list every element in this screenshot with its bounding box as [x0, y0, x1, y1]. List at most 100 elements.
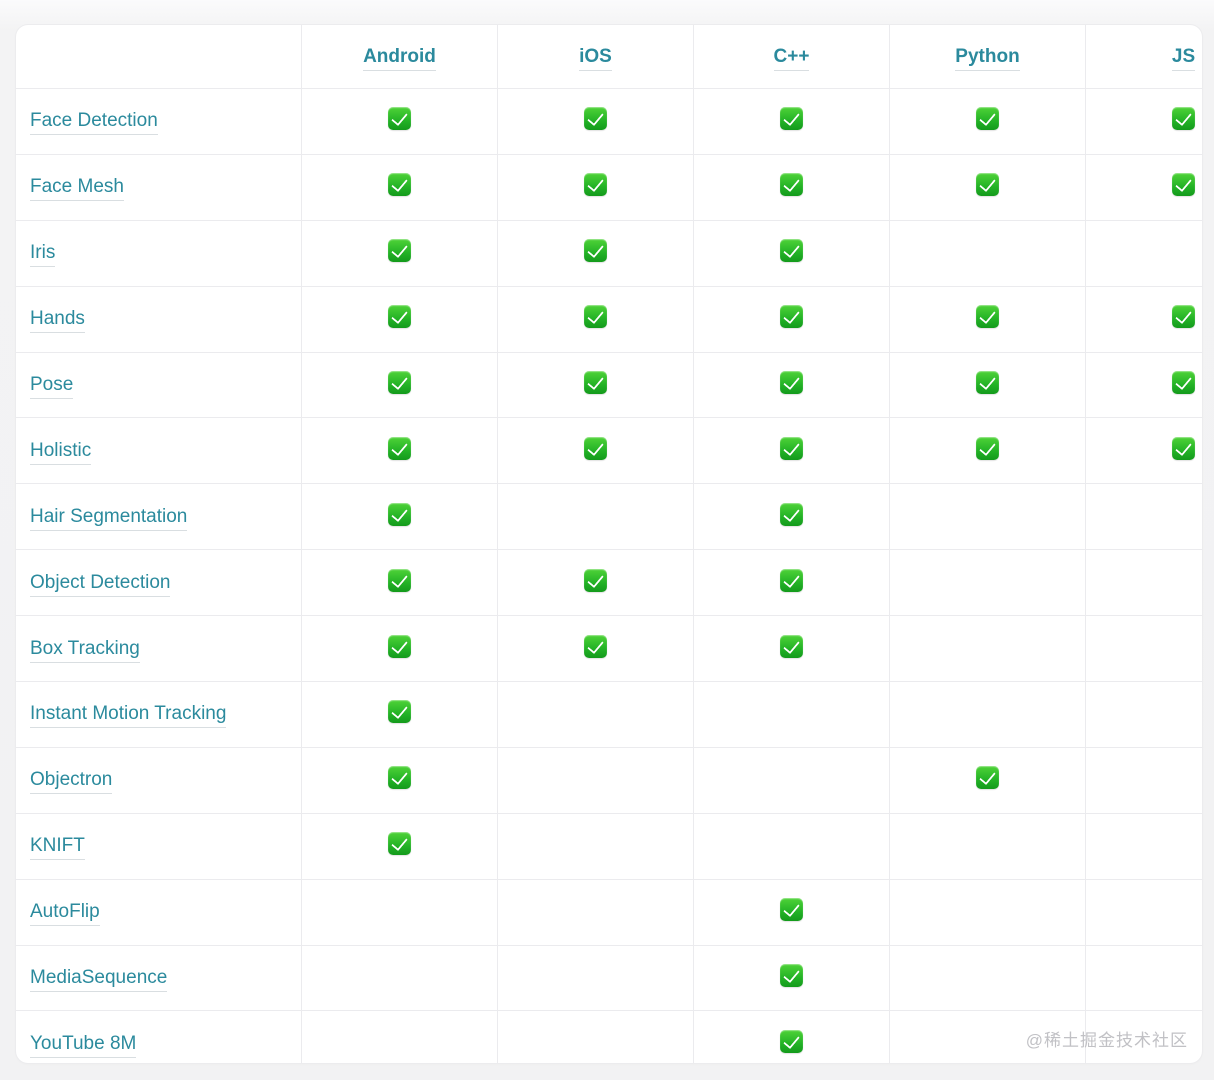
supported-cell — [889, 351, 1086, 419]
solution-cell: Object Detection — [16, 549, 302, 617]
supported-cell — [693, 615, 890, 683]
check-icon — [388, 634, 411, 658]
supported-cell — [889, 153, 1086, 221]
check-icon — [584, 634, 607, 658]
solution-link-pose[interactable]: Pose — [30, 374, 74, 399]
solution-cell: Pose — [16, 351, 302, 419]
check-icon — [388, 568, 411, 592]
empty-cell — [497, 746, 694, 814]
check-icon — [976, 766, 999, 790]
empty-cell — [1085, 681, 1202, 748]
check-icon — [1172, 173, 1195, 197]
check-icon — [780, 436, 803, 460]
column-header-link-python[interactable]: Python — [955, 45, 1020, 71]
table-row: Pose — [16, 351, 1202, 419]
supported-cell — [497, 549, 694, 617]
empty-cell — [1085, 483, 1202, 551]
empty-cell — [693, 681, 890, 748]
supported-cell — [497, 417, 694, 485]
solution-link-instant-motion-tracking[interactable]: Instant Motion Tracking — [30, 703, 227, 729]
empty-cell — [1085, 746, 1202, 814]
solutions-support-table: Android iOS C++ Python JS Face Detection Face… — [16, 25, 1202, 1063]
check-icon — [780, 898, 803, 922]
solution-cell: YouTube 8M — [16, 1010, 302, 1063]
column-header-link-android[interactable]: Android — [363, 45, 436, 71]
empty-cell — [497, 1010, 694, 1063]
check-icon — [1172, 436, 1195, 460]
check-icon — [388, 832, 411, 856]
solution-cell: Box Tracking — [16, 615, 302, 683]
solution-cell: AutoFlip — [16, 878, 302, 946]
column-header-link-cpp[interactable]: C++ — [773, 45, 810, 71]
check-icon — [780, 371, 803, 394]
check-icon — [780, 634, 803, 658]
check-icon — [1172, 371, 1195, 394]
empty-cell — [1085, 219, 1202, 287]
supported-cell — [301, 681, 498, 748]
supported-cell — [1085, 285, 1202, 353]
check-icon — [388, 700, 411, 724]
solution-link-knift[interactable]: KNIFT — [30, 835, 85, 861]
solution-link-hair-segmentation[interactable]: Hair Segmentation — [30, 505, 188, 531]
check-icon — [780, 239, 803, 263]
solution-link-box-tracking[interactable]: Box Tracking — [30, 637, 140, 663]
supported-cell — [693, 153, 890, 221]
solution-link-hands[interactable]: Hands — [30, 308, 85, 334]
solution-link-objectron[interactable]: Objectron — [30, 769, 113, 795]
column-header-link-js[interactable]: JS — [1171, 45, 1196, 71]
supported-cell — [693, 88, 890, 155]
supported-cell — [301, 483, 498, 551]
solution-link-youtube-8m[interactable]: YouTube 8M — [30, 1032, 137, 1058]
check-icon — [388, 305, 411, 329]
supported-cell — [497, 219, 694, 287]
solution-link-face-mesh[interactable]: Face Mesh — [30, 176, 124, 202]
table-row: Holistic — [16, 417, 1202, 485]
supported-cell — [693, 285, 890, 353]
supported-cell — [1085, 88, 1202, 155]
check-icon — [780, 1029, 803, 1053]
check-icon — [976, 371, 999, 394]
table-row: MediaSequence — [16, 944, 1202, 1012]
solutions-matrix-card: Android iOS C++ Python JS Face Detection Face… — [16, 25, 1202, 1063]
check-icon — [388, 436, 411, 460]
check-icon — [780, 964, 803, 988]
empty-cell — [693, 812, 890, 880]
column-header-cell: Android — [301, 25, 498, 89]
supported-cell — [1085, 417, 1202, 485]
solution-link-holistic[interactable]: Holistic — [30, 439, 92, 465]
check-icon — [584, 305, 607, 329]
supported-cell — [301, 351, 498, 419]
watermark: @稀土掘金技术社区 — [1025, 1031, 1188, 1050]
solution-link-iris[interactable]: Iris — [30, 242, 56, 268]
column-header-cell: JS — [1085, 25, 1202, 89]
check-icon — [1172, 305, 1195, 329]
table-row: KNIFT — [16, 812, 1202, 880]
check-icon — [584, 239, 607, 263]
table-row: Instant Motion Tracking — [16, 681, 1202, 748]
table-row: YouTube 8M — [16, 1010, 1202, 1063]
empty-cell — [889, 219, 1086, 287]
empty-cell — [1085, 878, 1202, 946]
solution-link-autoflip[interactable]: AutoFlip — [30, 901, 100, 927]
check-icon — [976, 173, 999, 197]
empty-cell — [889, 1010, 1086, 1063]
supported-cell — [497, 615, 694, 683]
solution-link-mediasequence[interactable]: MediaSequence — [30, 967, 168, 993]
supported-cell — [497, 285, 694, 353]
check-icon — [584, 568, 607, 592]
column-header-link-ios[interactable]: iOS — [579, 45, 612, 71]
column-header-cell: iOS — [497, 25, 694, 89]
check-icon — [780, 173, 803, 197]
solution-cell: Face Detection — [16, 88, 302, 155]
check-icon — [780, 305, 803, 329]
check-icon — [388, 502, 411, 526]
empty-cell — [1085, 944, 1202, 1012]
supported-cell — [693, 549, 890, 617]
solution-link-object-detection[interactable]: Object Detection — [30, 571, 171, 597]
table-row: Object Detection — [16, 549, 1202, 617]
empty-cell — [497, 878, 694, 946]
empty-cell — [301, 944, 498, 1012]
supported-cell — [889, 746, 1086, 814]
supported-cell — [1085, 351, 1202, 419]
solution-link-face-detection[interactable]: Face Detection — [30, 110, 158, 136]
